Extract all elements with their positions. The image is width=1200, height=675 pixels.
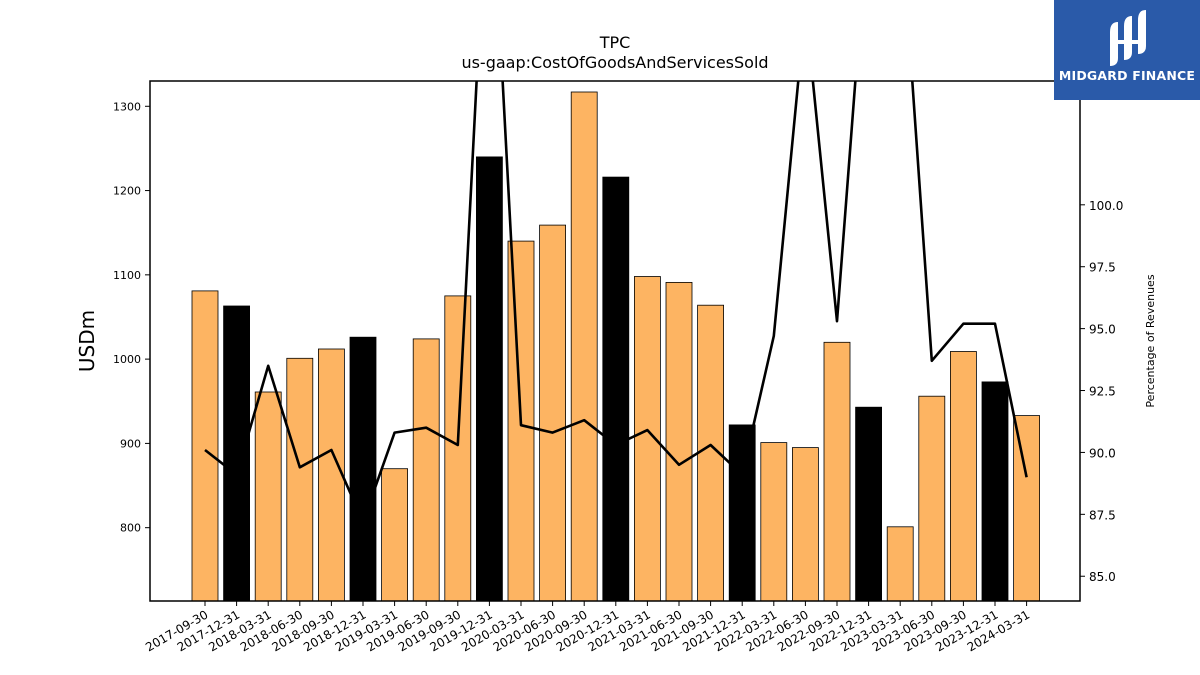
y2-tick-label-87.5: 87.5: [1089, 508, 1116, 522]
bar-2020-06-30: [539, 224, 566, 602]
y-tick-label-1200: 1200: [113, 185, 141, 198]
bar-2023-06-30: [918, 395, 946, 602]
y2-tick-label-95.0: 95.0: [1089, 323, 1116, 337]
x-axis: 2017-09-302017-12-312018-03-312018-06-30…: [143, 601, 1032, 654]
bar-2022-03-31: [760, 442, 788, 602]
logo-mark-icon: [1110, 10, 1146, 66]
line-group: [204, 81, 1028, 524]
bar-2017-09-30: [191, 290, 219, 602]
y-tick-label-1100: 1100: [113, 269, 141, 282]
y-tick-label-900: 900: [120, 437, 141, 450]
bar-2018-06-30: [286, 357, 314, 602]
y-tick-label-1000: 1000: [113, 353, 141, 366]
bar-2018-03-31: [254, 391, 282, 602]
bar-2024-03-31: [1013, 415, 1040, 602]
bar-2019-03-31: [381, 468, 409, 602]
bar-2018-09-30: [317, 348, 345, 602]
y2-tick-label-90.0: 90.0: [1089, 446, 1116, 460]
bar-2022-06-30: [792, 447, 819, 602]
bar-2023-03-31: [886, 526, 914, 602]
logo-text: MIDGARD FINANCE: [1058, 68, 1196, 83]
bar-2021-06-30: [665, 281, 693, 602]
y-axis-label: USDm: [75, 310, 99, 372]
y2-axis-label: Percentage of Revenues: [1144, 274, 1157, 407]
bar-2019-09-30: [444, 295, 472, 602]
bar-2019-06-30: [412, 338, 440, 602]
chart-title: TPC: [599, 33, 631, 52]
bar-2023-12-31: [981, 381, 1009, 602]
bar-2022-09-30: [823, 341, 851, 602]
plot-frame: [149, 80, 1081, 602]
y-tick-label-1300: 1300: [113, 100, 141, 113]
bars-group: [191, 91, 1040, 602]
bar-2023-09-30: [950, 351, 977, 602]
bar-2018-12-31: [349, 336, 377, 602]
percentage-line: [204, 81, 1028, 524]
bar-2017-12-31: [223, 305, 251, 602]
bar-2021-12-31: [728, 424, 756, 602]
y-axis-right: 85.0 87.5 90.0 92.5 95.0 97.5 100.0: [1080, 199, 1123, 584]
y2-tick-label-85.0: 85.0: [1089, 570, 1116, 584]
bar-2019-12-31: [475, 156, 503, 602]
y2-tick-label-97.5: 97.5: [1089, 261, 1116, 275]
bar-2022-12-31: [855, 406, 882, 602]
y-axis-left: 800 900 1000 1100 1200 1300: [113, 100, 150, 535]
bar-2020-09-30: [570, 91, 598, 602]
y2-tick-label-100.0: 100.0: [1089, 199, 1123, 213]
brand-logo: MIDGARD FINANCE: [1054, 0, 1200, 100]
y-tick-label-800: 800: [120, 522, 141, 535]
bar-2020-12-31: [602, 176, 630, 602]
chart-subtitle: us-gaap:CostOfGoodsAndServicesSold: [461, 53, 768, 72]
y2-tick-label-92.5: 92.5: [1089, 385, 1116, 399]
